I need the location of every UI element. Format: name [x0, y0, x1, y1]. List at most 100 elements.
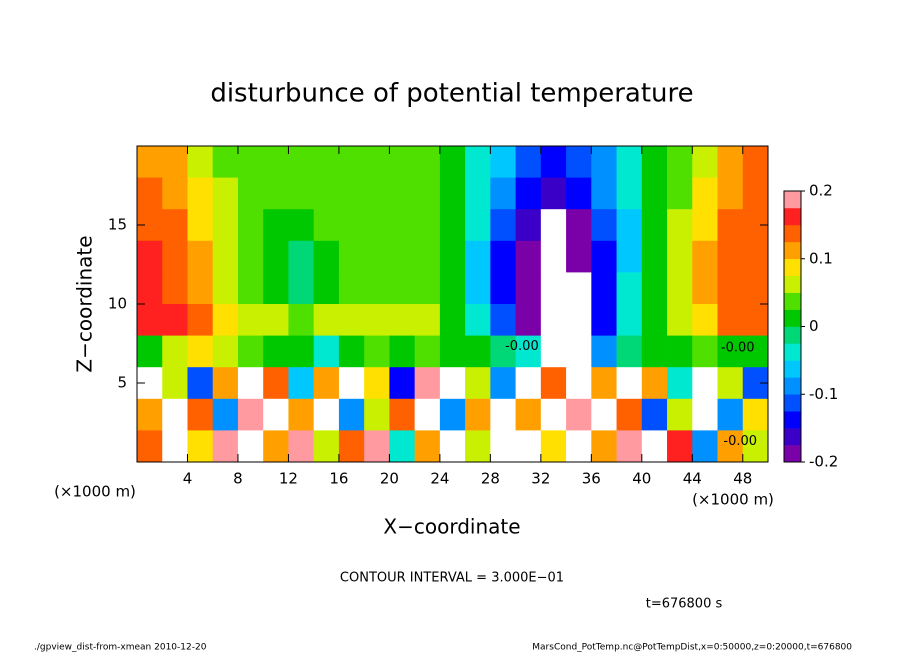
cell	[237, 367, 264, 400]
time-note: t=676800 s	[646, 597, 723, 612]
cell	[641, 430, 668, 463]
cell	[288, 177, 315, 210]
colorbar-tick-label: 0.2	[809, 182, 833, 200]
cell	[313, 272, 340, 305]
colorbar-band	[784, 309, 801, 327]
colorbar-tick-label: 0.1	[809, 249, 833, 267]
cell	[591, 240, 617, 273]
cell	[490, 304, 516, 336]
cell	[313, 177, 340, 210]
cell	[641, 272, 668, 305]
cell	[338, 177, 365, 210]
cell	[212, 177, 239, 210]
cell	[187, 398, 214, 431]
cell	[742, 240, 769, 273]
cell	[742, 335, 769, 368]
cell	[364, 367, 390, 400]
cell	[515, 272, 542, 305]
heatmap	[137, 146, 769, 463]
cell	[566, 240, 592, 273]
x-tick-label: 44	[683, 470, 702, 488]
chart-title: disturbunce of potential temperature	[210, 79, 693, 109]
cell	[692, 398, 718, 431]
cell	[162, 240, 188, 273]
colorbar-band	[784, 241, 801, 260]
cell	[490, 398, 516, 431]
cell	[641, 335, 668, 368]
x-tick-label: 32	[531, 470, 550, 488]
cell	[237, 398, 264, 431]
cell	[288, 430, 315, 463]
cell	[540, 367, 567, 400]
cell	[439, 335, 466, 368]
cell	[540, 177, 567, 210]
cell	[364, 177, 390, 210]
cell	[566, 209, 592, 242]
cell	[288, 240, 315, 273]
cell	[187, 367, 214, 400]
cell	[490, 272, 516, 305]
cell	[692, 240, 718, 273]
cell	[465, 209, 491, 242]
cell	[540, 272, 567, 305]
x-axis-label: X−coordinate	[383, 515, 520, 539]
cell	[566, 335, 592, 368]
cell	[389, 367, 416, 400]
cell	[667, 398, 693, 431]
cell	[742, 430, 769, 463]
cell	[566, 430, 592, 463]
cell	[137, 335, 163, 368]
cell	[717, 209, 744, 242]
cell	[667, 335, 693, 368]
cell	[137, 398, 163, 431]
cell	[439, 177, 466, 210]
cell	[389, 209, 416, 242]
cell	[439, 209, 466, 242]
cell	[692, 367, 718, 400]
cell	[667, 146, 693, 178]
cell	[414, 367, 441, 400]
cell	[288, 146, 315, 178]
cell	[540, 209, 567, 242]
cell	[414, 146, 441, 178]
cell	[439, 240, 466, 273]
cell	[263, 304, 289, 336]
cell	[566, 367, 592, 400]
cell	[591, 272, 617, 305]
cell	[540, 240, 567, 273]
cell	[187, 304, 214, 336]
cell	[288, 304, 315, 336]
cell	[717, 177, 744, 210]
cell	[137, 146, 163, 178]
cell	[591, 209, 617, 242]
cell	[465, 240, 491, 273]
cell	[490, 367, 516, 400]
x-tick-label: 28	[481, 470, 500, 488]
cell	[389, 430, 416, 463]
cell	[591, 177, 617, 210]
cell	[717, 398, 744, 431]
cell	[137, 177, 163, 210]
cell	[364, 335, 390, 368]
cell	[540, 430, 567, 463]
cell	[515, 335, 542, 368]
colorbar-band	[784, 207, 801, 226]
cell	[465, 304, 491, 336]
cell	[212, 398, 239, 431]
cell	[237, 335, 264, 368]
cell	[364, 146, 390, 178]
cell	[717, 430, 744, 463]
cell	[591, 430, 617, 463]
cell	[162, 272, 188, 305]
cell	[742, 272, 769, 305]
cell	[414, 209, 441, 242]
y-axis-label: Z−coordinate	[73, 235, 97, 372]
cell	[364, 209, 390, 242]
y-tick-label: 15	[108, 216, 127, 234]
x-tick-label: 24	[430, 470, 449, 488]
colorbar-band	[784, 428, 801, 446]
cell	[389, 398, 416, 431]
colorbar-tick-label: -0.2	[809, 453, 838, 471]
cell	[692, 177, 718, 210]
cell	[263, 398, 289, 431]
